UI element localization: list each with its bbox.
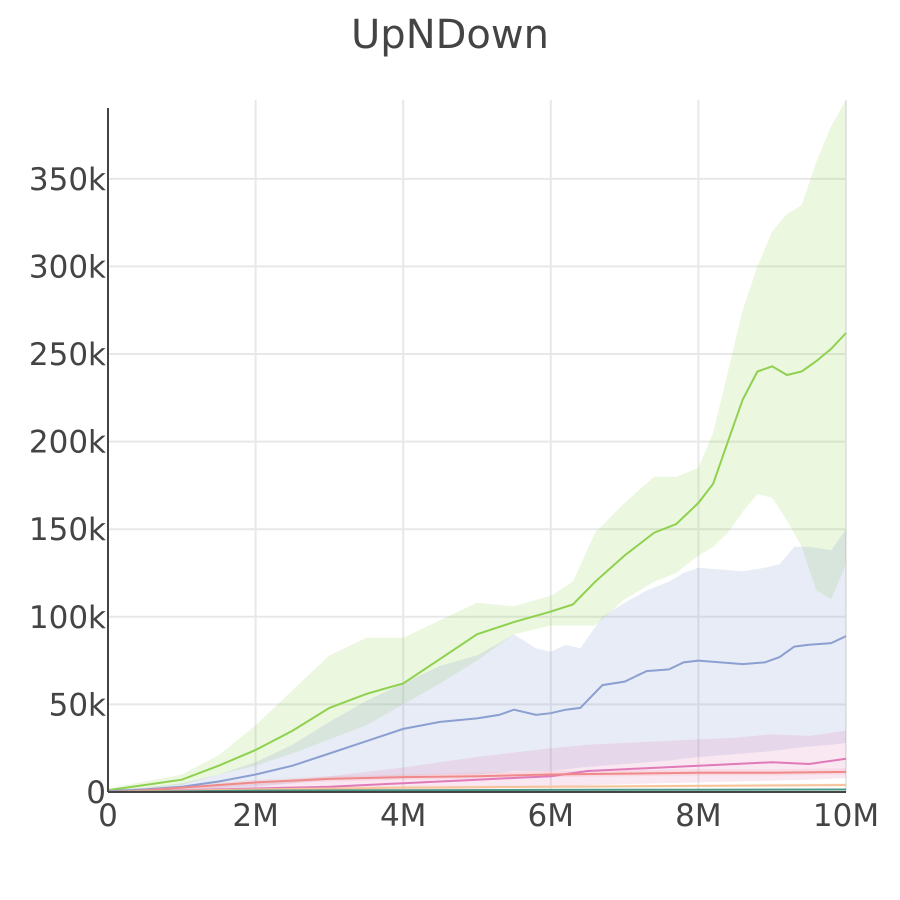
y-tick-label-2: 100k bbox=[29, 600, 106, 636]
y-tick-label-7: 350k bbox=[29, 162, 106, 198]
grid-layer bbox=[108, 100, 847, 792]
x-tick-label-1: 2M bbox=[232, 798, 278, 834]
x-tick-label-5: 10M bbox=[813, 798, 879, 834]
x-tick-label-0: 0 bbox=[98, 798, 118, 834]
series-3-band bbox=[108, 768, 846, 792]
chart-title: UpNDown bbox=[351, 12, 549, 58]
y-tick-label-5: 250k bbox=[29, 337, 106, 373]
x-tick-label-2: 4M bbox=[380, 798, 426, 834]
y-tick-label-6: 300k bbox=[29, 249, 106, 285]
series-5-line bbox=[107, 788, 847, 793]
series-2-band bbox=[108, 730, 846, 792]
y-tick-label-1: 50k bbox=[49, 687, 106, 723]
series-0-band bbox=[108, 100, 846, 792]
axes: 0 2M 4M 6M 8M 10M 0 50k 100k 150k 200k 250k 300k 350k bbox=[29, 108, 879, 834]
x-tick-label-3: 6M bbox=[528, 798, 574, 834]
confidence-bands bbox=[108, 100, 846, 792]
x-tick-label-4: 8M bbox=[675, 798, 721, 834]
series-0-line bbox=[107, 332, 847, 792]
series-1-line bbox=[107, 635, 847, 793]
y-tick-label-0: 0 bbox=[86, 775, 106, 811]
y-tick-label-3: 150k bbox=[29, 512, 106, 548]
series-lines bbox=[107, 332, 847, 793]
series-2-line bbox=[107, 757, 847, 793]
y-tick-label-4: 200k bbox=[29, 425, 106, 461]
series-3-line bbox=[107, 770, 847, 793]
series-1-band bbox=[108, 529, 846, 792]
